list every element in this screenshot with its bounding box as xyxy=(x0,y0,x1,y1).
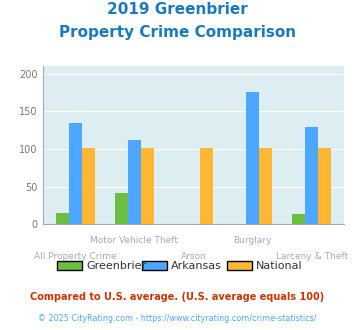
Text: All Property Crime: All Property Crime xyxy=(34,252,116,261)
Bar xyxy=(128,140,141,224)
Bar xyxy=(56,213,69,224)
Bar xyxy=(141,148,154,224)
Text: Arson: Arson xyxy=(181,252,206,261)
Bar xyxy=(259,148,272,224)
Bar xyxy=(115,193,128,224)
Text: Compared to U.S. average. (U.S. average equals 100): Compared to U.S. average. (U.S. average … xyxy=(31,292,324,302)
Text: National: National xyxy=(256,261,303,271)
Bar xyxy=(69,122,82,224)
Text: Larceny & Theft: Larceny & Theft xyxy=(276,252,348,261)
Text: © 2025 CityRating.com - https://www.cityrating.com/crime-statistics/: © 2025 CityRating.com - https://www.city… xyxy=(38,314,317,323)
Text: Burglary: Burglary xyxy=(233,236,272,245)
Bar xyxy=(246,92,259,224)
Text: Greenbrier: Greenbrier xyxy=(86,261,146,271)
Text: Arkansas: Arkansas xyxy=(171,261,222,271)
Text: Motor Vehicle Theft: Motor Vehicle Theft xyxy=(90,236,178,245)
Bar xyxy=(305,127,318,224)
Bar xyxy=(200,148,213,224)
Bar xyxy=(82,148,95,224)
Bar xyxy=(292,214,305,224)
Text: Property Crime Comparison: Property Crime Comparison xyxy=(59,25,296,40)
Text: 2019 Greenbrier: 2019 Greenbrier xyxy=(107,2,248,16)
Bar xyxy=(318,148,331,224)
